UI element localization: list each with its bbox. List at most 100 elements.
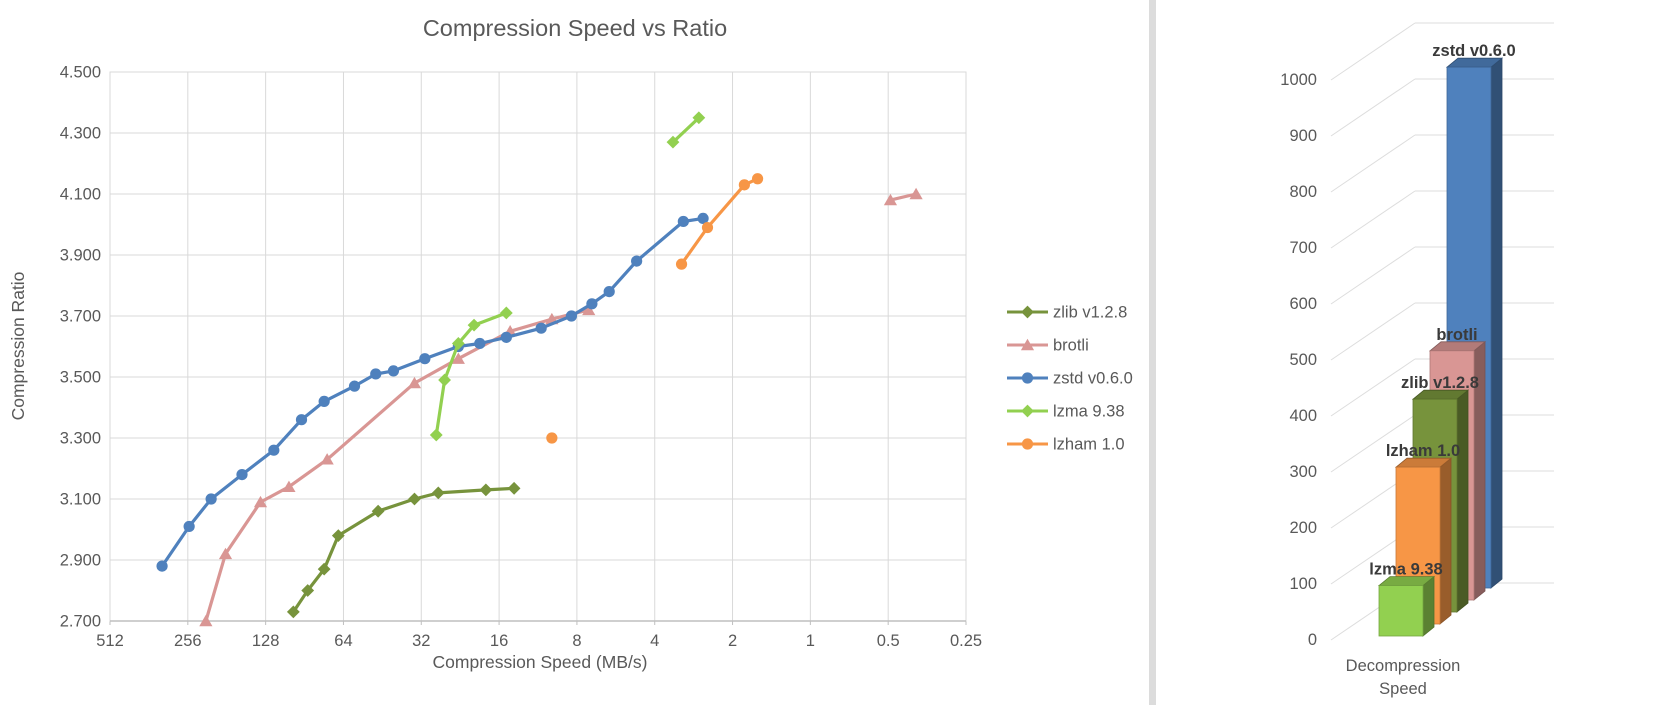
data-point-marker: [500, 331, 512, 343]
bar-y-tick-label: 400: [1289, 407, 1317, 425]
bar-y-tick-label: 100: [1289, 575, 1317, 593]
bar-y-tick-label: 800: [1289, 183, 1317, 201]
data-point-marker: [467, 318, 481, 332]
y-tick-label: 3.700: [60, 308, 101, 326]
bar-front-face: [1378, 585, 1424, 637]
x-tick-label: 512: [96, 632, 124, 650]
legend-label: brotli: [1053, 337, 1089, 355]
bar-y-tick-label: 600: [1289, 295, 1317, 313]
x-tick-label: 0.25: [950, 632, 982, 650]
y-tick-label: 4.500: [60, 64, 101, 82]
series-line: [671, 116, 701, 144]
data-point-marker: [675, 258, 688, 270]
bar-side-face: [1439, 457, 1452, 625]
bar-side-face: [1422, 575, 1435, 637]
depth-gridline: [1330, 246, 1416, 305]
legend-marker: [1021, 438, 1034, 450]
series-zstd-v0.6.0: [156, 212, 709, 572]
series-line: [888, 192, 918, 202]
depth-gridline: [1330, 190, 1416, 249]
data-point-marker: [479, 483, 493, 497]
x-tick-label: 32: [412, 632, 430, 650]
depth-gridline: [1330, 78, 1416, 137]
y-tick-label: 3.900: [60, 247, 101, 265]
data-point-marker: [370, 368, 382, 380]
bar-lzma-9.38: [1377, 575, 1436, 637]
data-point-marker: [451, 352, 465, 364]
bar-label: zstd v0.6.0: [1432, 42, 1515, 60]
bar-y-tick-label: 200: [1289, 519, 1317, 537]
y-tick-label: 3.500: [60, 369, 101, 387]
legend-item: brotli: [1007, 337, 1089, 355]
legend-label: zstd v0.6.0: [1053, 370, 1133, 388]
data-point-marker: [666, 135, 680, 149]
bar-label: brotli: [1436, 326, 1477, 344]
bar-y-tick-label: 700: [1289, 239, 1317, 257]
y-tick-label: 2.900: [60, 552, 101, 570]
y-tick-label: 4.300: [60, 125, 101, 143]
y-tick-label: 3.100: [60, 491, 101, 509]
data-point-marker: [268, 444, 280, 456]
series-lzham-1.0: [546, 173, 764, 444]
data-point-marker: [507, 481, 521, 495]
data-point-marker: [236, 469, 248, 481]
data-point-marker: [407, 376, 422, 389]
series-brotli: [199, 187, 923, 627]
x-tick-label: 0.5: [877, 632, 900, 650]
data-point-marker: [692, 111, 706, 125]
data-point-marker: [419, 353, 431, 365]
scatter-plot-svg: 512 256 128 64 32 16 8 4 2 1 0.5 0.25 2.700 2.900 3.10…: [8, 15, 1133, 672]
data-point-marker: [438, 373, 451, 387]
x-tick-label: 64: [334, 632, 352, 650]
data-point-marker: [499, 306, 513, 320]
bar-y-tick-label: 300: [1289, 463, 1317, 481]
depth-gridline: [1330, 22, 1416, 81]
data-point-marker: [318, 395, 330, 407]
data-point-marker: [286, 605, 300, 619]
plot-border: [109, 71, 967, 622]
data-point-marker: [183, 520, 195, 533]
data-point-marker: [535, 322, 547, 334]
data-point-marker: [474, 337, 486, 350]
data-point-marker: [603, 286, 615, 298]
bar-label: lzma 9.38: [1369, 561, 1442, 579]
data-point-marker: [156, 560, 168, 572]
data-point-marker: [331, 529, 345, 542]
x-tick-label: 4: [650, 632, 659, 650]
depth-gridline: [1330, 134, 1416, 193]
data-point-marker: [205, 493, 217, 505]
chart-title: Compression Speed vs Ratio: [423, 15, 727, 41]
series-zlib-v1.2.8: [286, 481, 521, 619]
x-tick-label: 256: [174, 632, 202, 650]
data-point-marker: [883, 193, 898, 206]
data-point-marker: [320, 453, 334, 465]
bar-y-tick-label: 900: [1289, 127, 1317, 145]
bar-category-label-line1: Decompression: [1346, 657, 1461, 675]
y-tick-label: 4.100: [60, 186, 101, 204]
legend-item: zstd v0.6.0: [1007, 370, 1133, 388]
x-tick-label: 1: [806, 632, 815, 650]
bar-chart-svg: 0 100 200 300 400 500 600 700 800 900 1000 lzma 9.3…: [1280, 22, 1554, 698]
series-line: [204, 308, 591, 623]
data-point-marker: [199, 614, 213, 627]
data-point-marker: [253, 495, 268, 508]
data-point-marker: [586, 298, 598, 310]
data-point-marker: [408, 492, 421, 506]
data-point-marker: [429, 428, 443, 442]
legend-item: lzma 9.38: [1007, 403, 1125, 421]
series-line: [160, 216, 705, 568]
legend-item: lzham 1.0: [1007, 436, 1125, 454]
data-point-marker: [677, 215, 689, 228]
data-point-marker: [282, 480, 296, 492]
data-point-marker: [909, 187, 923, 200]
legend-label: zlib v1.2.8: [1053, 304, 1127, 322]
data-point-marker: [738, 179, 750, 191]
bar-y-tick-label: 500: [1289, 351, 1317, 369]
series-lzma-9.38: [429, 111, 706, 442]
bar-label: lzham 1.0: [1386, 442, 1460, 460]
x-tick-label: 8: [572, 632, 581, 650]
y-axis-title: Compression Ratio: [8, 272, 28, 421]
data-point-marker: [546, 432, 558, 444]
depth-gridline: [1330, 358, 1416, 417]
